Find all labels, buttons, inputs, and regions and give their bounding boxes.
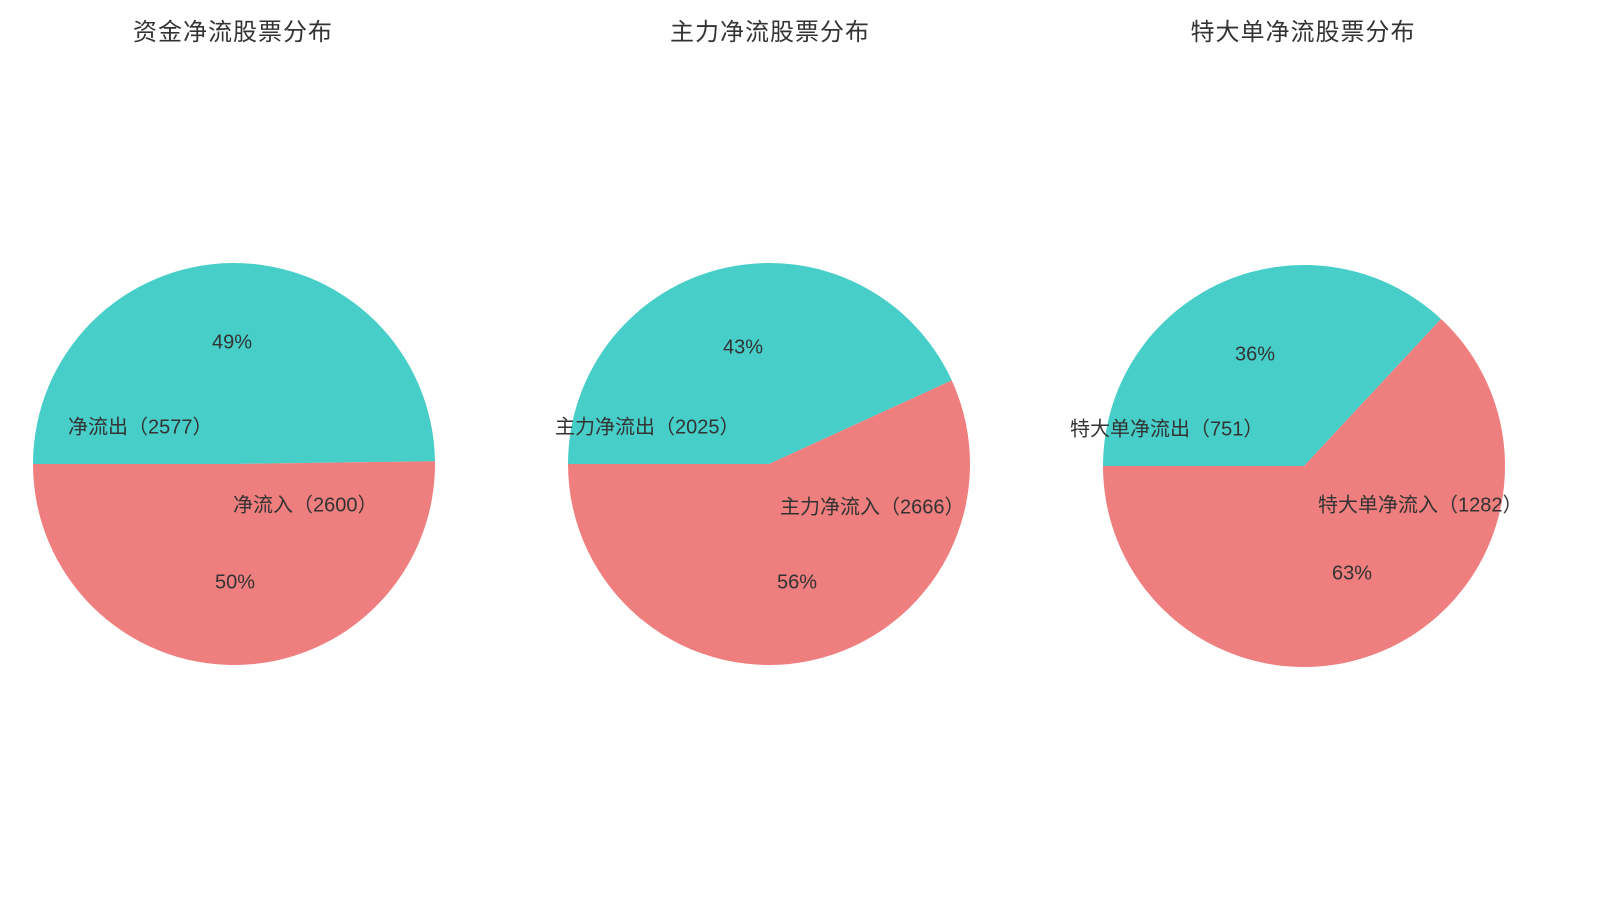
main-force-inflow-label: 主力净流入（2666）	[780, 496, 965, 519]
extra-large-outflow-label: 特大单净流出（751）	[1070, 418, 1264, 441]
pie-fund-net-flow[interactable]	[33, 263, 435, 665]
extra-large-inflow-pct-label: 63%	[1331, 562, 1373, 585]
main-force-inflow-pct-label: 56%	[776, 571, 818, 594]
chart-title-fund-net-flow: 资金净流股票分布	[133, 19, 333, 46]
chart-title-main-force-net-flow: 主力净流股票分布	[670, 19, 870, 46]
main-force-outflow-label: 主力净流出（2025）	[555, 416, 740, 439]
pie-main-force-net-flow[interactable]	[568, 263, 970, 665]
pie-slice-0[interactable]	[568, 263, 952, 464]
main-force-outflow-pct-label: 43%	[722, 336, 764, 359]
fund-inflow-pct-label: 50%	[214, 571, 256, 594]
pie-extra-large-order-net-flow[interactable]	[1103, 265, 1505, 667]
pie-slice-0[interactable]	[33, 263, 435, 464]
pie-slice-1[interactable]	[1103, 318, 1505, 667]
extra-large-outflow-pct-label: 36%	[1234, 343, 1276, 366]
pie-slice-1[interactable]	[568, 380, 970, 665]
extra-large-inflow-label: 特大单净流入（1282）	[1318, 494, 1523, 517]
chart-title-extra-large-order-net-flow: 特大单净流股票分布	[1190, 19, 1416, 46]
fund-outflow-pct-label: 49%	[211, 331, 253, 354]
fund-inflow-label: 净流入（2600）	[233, 494, 378, 517]
pie-slice-1[interactable]	[33, 461, 435, 665]
fund-outflow-label: 净流出（2577）	[68, 416, 213, 439]
pie-slice-0[interactable]	[1103, 265, 1442, 466]
